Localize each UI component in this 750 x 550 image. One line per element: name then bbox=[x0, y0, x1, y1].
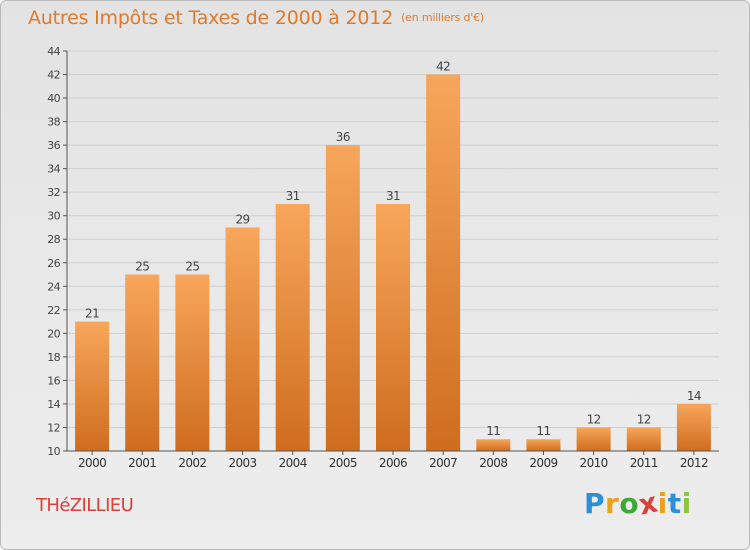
value-label: 21 bbox=[85, 307, 99, 321]
x-tick-label: 2012 bbox=[680, 456, 708, 470]
proxiti-logo[interactable]: Proxiti bbox=[584, 485, 692, 521]
x-tick-label: 2001 bbox=[128, 456, 156, 470]
bar-2010 bbox=[576, 427, 611, 451]
y-tick-label: 40 bbox=[47, 92, 60, 105]
bar-2003 bbox=[225, 227, 260, 451]
bar-2006 bbox=[376, 203, 410, 451]
bar-2001 bbox=[125, 274, 160, 451]
brand-letter: r bbox=[605, 487, 620, 520]
y-tick-label: 28 bbox=[47, 233, 60, 246]
brand-letter: i bbox=[657, 487, 668, 520]
y-tick-label: 38 bbox=[47, 116, 60, 129]
value-label: 12 bbox=[637, 412, 651, 426]
value-label: 42 bbox=[436, 60, 450, 74]
value-label: 11 bbox=[536, 424, 550, 438]
y-tick-label: 16 bbox=[47, 374, 60, 387]
x-tick-label: 2009 bbox=[529, 456, 557, 470]
value-label: 31 bbox=[286, 189, 300, 203]
value-label: 29 bbox=[235, 212, 249, 226]
bar-2000 bbox=[75, 321, 110, 451]
x-tick-label: 2006 bbox=[379, 456, 407, 470]
y-tick-label: 24 bbox=[47, 280, 60, 293]
value-label: 11 bbox=[486, 424, 500, 438]
y-tick-label: 44 bbox=[47, 45, 60, 58]
x-tick-label: 2010 bbox=[580, 456, 608, 470]
x-tick-label: 2008 bbox=[479, 456, 507, 470]
chart-title-text: Autres Impôts et Taxes de 2000 à 2012 bbox=[28, 7, 394, 29]
x-tick-label: 2003 bbox=[228, 456, 256, 470]
y-tick-label: 30 bbox=[47, 210, 60, 223]
bars bbox=[75, 74, 711, 451]
y-tick-label: 18 bbox=[47, 351, 60, 364]
y-tick-label: 26 bbox=[47, 257, 60, 270]
value-label: 36 bbox=[336, 130, 350, 144]
bar-2009 bbox=[526, 439, 561, 451]
brand-letter: t bbox=[667, 487, 682, 520]
bar-2007 bbox=[426, 74, 461, 451]
x-tick-label: 2000 bbox=[78, 456, 106, 470]
y-tick-label: 42 bbox=[47, 69, 60, 82]
brand-letter: i bbox=[681, 487, 692, 520]
value-label: 25 bbox=[135, 260, 149, 274]
axes bbox=[63, 50, 719, 455]
value-label: 25 bbox=[185, 260, 199, 274]
y-tick-label: 36 bbox=[47, 139, 60, 152]
x-tick-label: 2011 bbox=[630, 456, 658, 470]
x-tick-label: 2007 bbox=[429, 456, 457, 470]
value-label: 31 bbox=[386, 189, 400, 203]
brand-letter: P bbox=[584, 487, 606, 520]
bar-2012 bbox=[676, 403, 711, 451]
y-tick-label: 20 bbox=[47, 327, 60, 340]
chart-title: Autres Impôts et Taxes de 2000 à 2012 (en… bbox=[28, 7, 484, 29]
town-name: THéZILLIEU bbox=[36, 495, 134, 516]
y-tick-label: 10 bbox=[47, 445, 60, 458]
chart-unit: (en milliers d'€) bbox=[401, 11, 484, 24]
bar-2008 bbox=[476, 439, 511, 451]
x-tick-label: 2002 bbox=[178, 456, 206, 470]
y-tick-label: 22 bbox=[47, 304, 60, 317]
value-label: 14 bbox=[687, 389, 701, 403]
x-tick-label: 2004 bbox=[279, 456, 307, 470]
y-tick-label: 14 bbox=[47, 398, 60, 411]
brand-letter: o bbox=[619, 487, 640, 520]
y-tick-label: 12 bbox=[47, 421, 60, 434]
bar-2011 bbox=[626, 427, 661, 451]
bar-2004 bbox=[275, 203, 310, 451]
bar-2005 bbox=[325, 145, 360, 451]
labels: 10 12 14 16 18 20 22 24 26 28 30 32 34 36 38 40 42 44 21 20… bbox=[47, 45, 708, 470]
value-label: 12 bbox=[587, 412, 601, 426]
x-tick-label: 2005 bbox=[329, 456, 357, 470]
bar-2002 bbox=[175, 274, 210, 451]
y-tick-label: 32 bbox=[47, 186, 60, 199]
y-tick-label: 34 bbox=[47, 163, 60, 176]
